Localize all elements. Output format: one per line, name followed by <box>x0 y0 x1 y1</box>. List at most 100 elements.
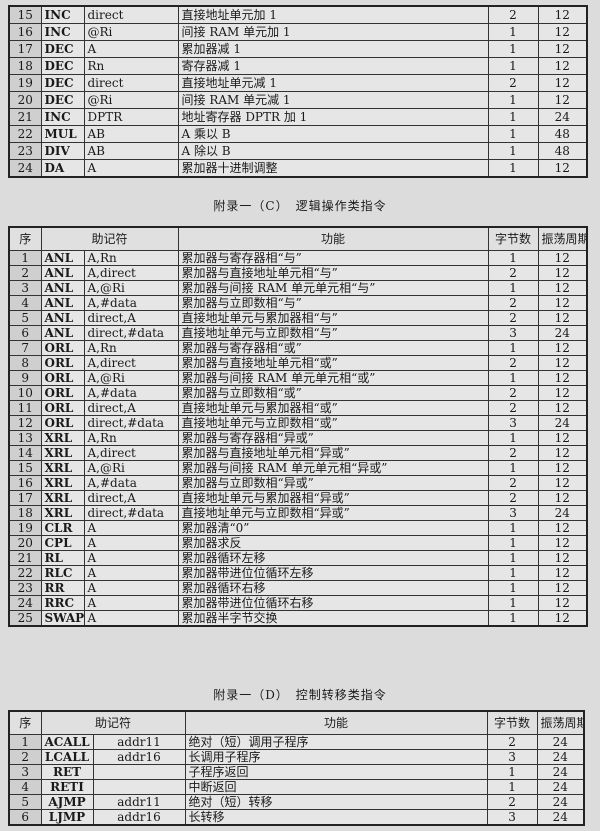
bytes-cell: 3 <box>487 325 539 341</box>
operand-cell: addr16 <box>92 749 186 765</box>
cycles-cell: 12 <box>537 580 588 596</box>
seq-cell: 20 <box>8 91 42 109</box>
mnemonic-cell: LCALL <box>40 749 94 765</box>
operand-cell: A <box>83 610 179 627</box>
table-row: 14 XRL A,direct 累加器与直接地址单元相“异或” 2 12 <box>8 445 588 461</box>
logic-instructions-table: 序 助记符 功能 字节数 振荡周期 1 ANL A,Rn 累加器与寄存器相“与” 1 12… <box>8 226 589 627</box>
cycles-cell: 12 <box>537 5 588 24</box>
arithmetic-instructions-table-continued: 15 INC direct 直接地址单元加 1 2 12 16 INC @Ri 间接 RAM 单元… <box>8 5 588 178</box>
header-bytes: 字节数 <box>486 710 538 735</box>
header-seq: 序 <box>8 710 42 735</box>
mnemonic-cell: RLC <box>40 565 85 581</box>
cycles-cell: 12 <box>537 57 588 75</box>
seq-cell: 24 <box>8 159 42 178</box>
seq-cell: 8 <box>8 355 42 371</box>
mnemonic-cell: INC <box>40 5 85 24</box>
operand-cell: A,direct <box>83 445 179 461</box>
seq-cell: 2 <box>8 749 42 765</box>
mnemonic-cell: ORL <box>40 415 85 431</box>
mnemonic-cell: ANL <box>40 310 85 326</box>
cycles-cell: 12 <box>537 91 588 109</box>
header-mnemonic: 助记符 <box>40 226 179 251</box>
header-cycles: 振荡周期 <box>537 226 588 251</box>
mnemonic-cell: LJMP <box>40 809 94 826</box>
operand-cell: direct,#data <box>83 325 179 341</box>
seq-cell: 5 <box>8 310 42 326</box>
function-cell: 绝对（短）调用子程序 <box>184 734 488 750</box>
bytes-cell: 2 <box>487 490 539 506</box>
function-cell: 长转移 <box>184 809 488 826</box>
cycles-cell: 12 <box>537 430 588 446</box>
function-cell: 地址寄存器 DPTR 加 1 <box>177 108 489 126</box>
mnemonic-cell: ORL <box>40 385 85 401</box>
table-row: 22 MUL AB A 乘以 B 1 48 <box>8 125 588 143</box>
function-cell: 直接地址单元加 1 <box>177 5 489 24</box>
header-row: 序 助记符 功能 字节数 振荡周期 <box>8 710 585 735</box>
cycles-cell: 12 <box>537 595 588 611</box>
cycles-cell: 24 <box>536 734 585 750</box>
cycles-cell: 12 <box>537 385 588 401</box>
operand-cell: A <box>83 565 179 581</box>
mnemonic-cell: CPL <box>40 535 85 551</box>
function-cell: 间接 RAM 单元减 1 <box>177 91 489 109</box>
function-cell: 累加器半字节交换 <box>177 610 489 627</box>
table-row: 12 ORL direct,#data 直接地址单元与立即数相“或” 3 24 <box>8 415 588 431</box>
table-row: 4 ANL A,#data 累加器与立即数相“与” 2 12 <box>8 295 588 311</box>
operand-cell: A,@Ri <box>83 370 179 386</box>
bytes-cell: 1 <box>487 535 539 551</box>
bytes-cell: 3 <box>486 809 538 826</box>
control-transfer-instructions-table: 序 助记符 功能 字节数 振荡周期 1 ACALL addr11 绝对（短）调用子程序… <box>8 710 586 826</box>
mnemonic-cell: XRL <box>40 430 85 446</box>
function-cell: 累加器带进位位循环右移 <box>177 595 489 611</box>
bytes-cell: 1 <box>487 340 539 356</box>
bytes-cell: 1 <box>487 91 539 109</box>
cycles-cell: 12 <box>537 535 588 551</box>
seq-cell: 21 <box>8 108 42 126</box>
table-c-title: 附录一（C） 逻辑操作类指令 <box>213 199 387 213</box>
function-cell: 直接地址单元与累加器相“或” <box>177 400 489 416</box>
bytes-cell: 1 <box>487 595 539 611</box>
bytes-cell: 3 <box>486 749 538 765</box>
function-cell: 累加器与寄存器相“异或” <box>177 430 489 446</box>
seq-cell: 14 <box>8 445 42 461</box>
header-mnemonic: 助记符 <box>40 710 186 735</box>
operand-cell: direct,A <box>83 490 179 506</box>
cycles-cell: 12 <box>537 340 588 356</box>
mnemonic-cell: DEC <box>40 91 85 109</box>
table-row: 3 RET 子程序返回 1 24 <box>8 764 585 780</box>
table-row: 24 DA A 累加器十进制调整 1 12 <box>8 159 588 178</box>
table-row: 2 LCALL addr16 长调用子程序 3 24 <box>8 749 585 765</box>
function-cell: 累加器与间接 RAM 单元单元相“异或” <box>177 460 489 476</box>
function-cell: A 乘以 B <box>177 125 489 143</box>
cycles-cell: 12 <box>537 445 588 461</box>
mnemonic-cell: XRL <box>40 445 85 461</box>
seq-cell: 9 <box>8 370 42 386</box>
bytes-cell: 2 <box>487 445 539 461</box>
mnemonic-cell: DEC <box>40 74 85 92</box>
mnemonic-cell: RL <box>40 550 85 566</box>
table-row: 5 ANL direct,A 直接地址单元与累加器相“与” 2 12 <box>8 310 588 326</box>
table-d-title: 附录一（D） 控制转移类指令 <box>213 688 387 702</box>
cycles-cell: 24 <box>537 415 588 431</box>
function-cell: 累加器与间接 RAM 单元单元相“与” <box>177 280 489 296</box>
bytes-cell: 2 <box>487 5 539 24</box>
seq-cell: 2 <box>8 265 42 281</box>
seq-cell: 11 <box>8 400 42 416</box>
bytes-cell: 1 <box>487 280 539 296</box>
operand-cell: @Ri <box>83 91 179 109</box>
cycles-cell: 24 <box>536 764 585 780</box>
table-row: 17 DEC A 累加器减 1 1 12 <box>8 40 588 58</box>
mnemonic-cell: RRC <box>40 595 85 611</box>
cycles-cell: 12 <box>537 610 588 627</box>
operand-cell: A,#data <box>83 295 179 311</box>
seq-cell: 23 <box>8 142 42 160</box>
operand-cell: @Ri <box>83 23 179 41</box>
mnemonic-cell: ACALL <box>40 734 94 750</box>
table-row: 15 INC direct 直接地址单元加 1 2 12 <box>8 5 588 24</box>
seq-cell: 5 <box>8 794 42 810</box>
table-row: 13 XRL A,Rn 累加器与寄存器相“异或” 1 12 <box>8 430 588 446</box>
operand-cell: A,Rn <box>83 430 179 446</box>
bytes-cell: 1 <box>487 370 539 386</box>
seq-cell: 1 <box>8 734 42 750</box>
bytes-cell: 3 <box>487 415 539 431</box>
